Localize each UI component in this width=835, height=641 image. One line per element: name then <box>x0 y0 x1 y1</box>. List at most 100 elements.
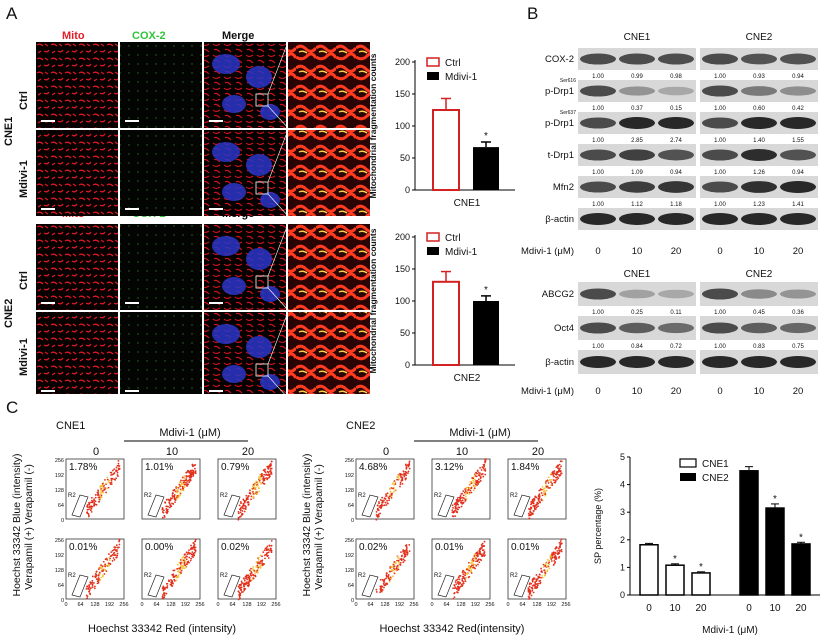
cell-event <box>379 512 381 515</box>
cell-event <box>175 489 178 492</box>
cell-event <box>175 579 178 582</box>
cell-event <box>402 474 405 476</box>
scale-bar <box>125 390 139 392</box>
y-axis-label: Mitochondrial fragmentation counts <box>368 53 378 198</box>
cell-event <box>464 499 467 501</box>
cell-event <box>171 492 174 495</box>
nucleus <box>222 365 246 383</box>
cell-event <box>261 564 264 567</box>
cell-event <box>181 476 184 479</box>
cell-event <box>258 479 261 482</box>
cell-event <box>267 554 269 557</box>
cell-event <box>95 578 98 580</box>
flow-ylabel-verapamil: Verapamil (+) Verapamil (-) <box>23 464 35 590</box>
cell-event <box>463 571 466 574</box>
cell-event <box>165 505 168 508</box>
cell-event <box>470 482 473 485</box>
flow-tick-y: 0 <box>351 598 354 604</box>
cell-event <box>176 497 179 500</box>
cell-event <box>183 563 186 565</box>
scale-bar <box>209 302 223 304</box>
cell-event <box>404 463 407 466</box>
cell-event <box>101 565 104 568</box>
gate-r2 <box>147 494 165 518</box>
cell-event <box>386 502 389 505</box>
cell-event <box>112 548 115 551</box>
cell-event <box>117 467 120 470</box>
cell-event <box>528 593 531 596</box>
cell-event <box>191 551 194 554</box>
band-quant: 0.15 <box>670 106 682 112</box>
cell-event <box>183 479 186 482</box>
cell-event <box>558 468 560 471</box>
band-quant: 1.00 <box>592 74 604 80</box>
cell-event <box>247 576 250 579</box>
nucleus <box>212 142 240 162</box>
sp-x-tick-label: 20 <box>795 603 807 614</box>
cell-event <box>194 467 196 470</box>
cell-event <box>263 549 266 552</box>
cell-event <box>551 484 554 487</box>
cell-event <box>93 498 95 501</box>
cell-event <box>535 579 538 581</box>
cell-event <box>87 515 90 518</box>
cell-event <box>396 559 398 562</box>
cell-event <box>407 463 409 466</box>
cell-event <box>171 494 174 497</box>
cell-event <box>549 486 551 489</box>
cell-event <box>97 491 100 493</box>
cell-event <box>172 575 175 578</box>
cell-event <box>254 574 257 577</box>
cell-event <box>176 576 179 579</box>
cell-event <box>262 478 265 481</box>
cell-event <box>458 506 461 509</box>
flow-tick-x: 128 <box>90 602 99 608</box>
cell-event <box>189 478 192 481</box>
cell-event <box>532 510 535 512</box>
cell-event <box>456 591 458 593</box>
cell-event <box>180 488 183 491</box>
cell-event <box>115 466 118 469</box>
gate-r2 <box>437 494 455 518</box>
cell-event <box>543 569 546 572</box>
cell-event <box>542 488 545 491</box>
cell-event <box>482 475 485 478</box>
cell-event <box>248 584 250 586</box>
cell-event <box>474 478 476 481</box>
cell-event <box>390 566 393 569</box>
band-quant: 1.00 <box>592 310 604 316</box>
zoom-line <box>267 105 289 129</box>
cell-event <box>469 570 472 573</box>
cell-event <box>268 465 271 468</box>
cell-event <box>376 516 379 518</box>
zoom-box <box>255 275 269 289</box>
y-tick-label: 150 <box>395 89 410 99</box>
cell-event <box>462 573 465 576</box>
mito-header-1: Mito <box>62 30 85 42</box>
nucleus <box>260 374 280 390</box>
cell-event <box>244 582 247 585</box>
cell-event <box>461 499 464 502</box>
cell-event <box>86 505 89 507</box>
cell-event <box>184 564 187 567</box>
fragmentation-chart-cne2: 0 50 100 150 200 Mitochondrial fragmentation … <box>368 228 515 384</box>
cell-event <box>265 552 268 555</box>
cell-event <box>110 479 113 482</box>
wb-group-cne1-b: CNE1 <box>624 269 651 280</box>
cell-event <box>375 591 378 593</box>
cell-event <box>481 466 484 469</box>
blot-band <box>780 53 816 65</box>
cell-event <box>162 589 165 592</box>
y-tick-label: 0 <box>405 185 410 195</box>
cell-event <box>535 508 537 510</box>
cell-event <box>100 491 103 494</box>
cell-event <box>545 562 548 565</box>
cell-event <box>473 555 476 557</box>
blot-band <box>658 117 694 129</box>
cell-event <box>170 579 172 581</box>
legend-ctrl-label: Ctrl <box>445 233 461 244</box>
flow-plot: R2 0.01% <box>507 538 567 600</box>
cell-event <box>117 459 120 462</box>
x-axis-label: CNE2 <box>454 373 481 384</box>
band-quant: 2.74 <box>670 138 682 144</box>
